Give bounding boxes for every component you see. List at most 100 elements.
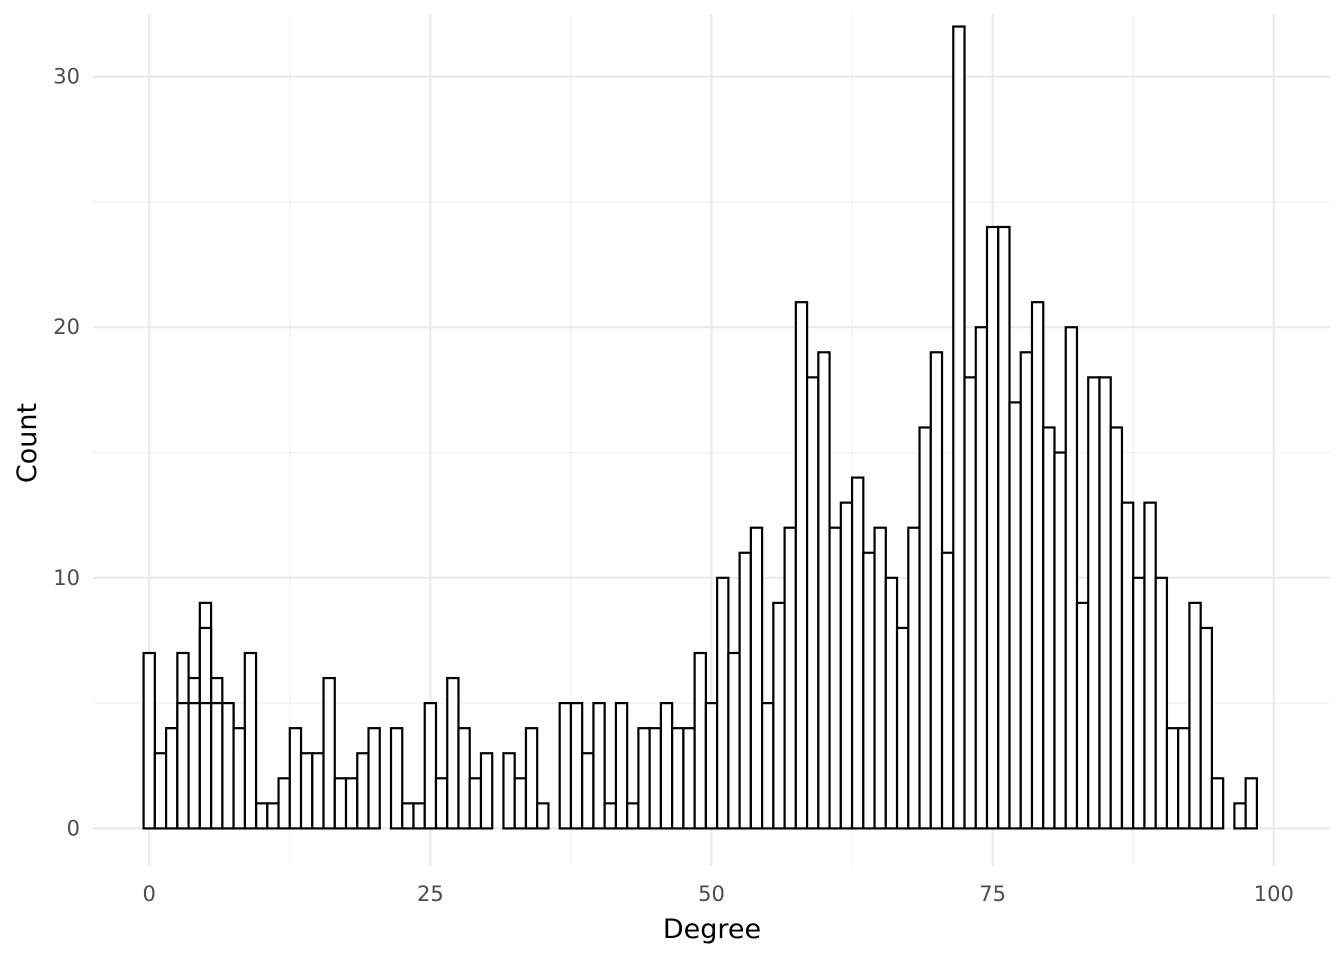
histogram-bar bbox=[322, 676, 336, 830]
histogram-bar bbox=[1064, 326, 1079, 830]
y-tick-label: 20 bbox=[53, 315, 80, 339]
histogram-bar bbox=[1109, 426, 1124, 830]
histogram-bar bbox=[805, 376, 820, 830]
histogram-bar bbox=[783, 526, 797, 830]
histogram-bar bbox=[1244, 777, 1259, 830]
y-tick-label: 30 bbox=[53, 65, 80, 89]
histogram-bar bbox=[940, 551, 955, 830]
histogram-bar bbox=[1132, 576, 1146, 830]
histogram-bar bbox=[772, 601, 786, 830]
histogram-bar bbox=[1075, 601, 1090, 830]
histogram-bar bbox=[862, 551, 876, 830]
histogram-bar bbox=[1120, 501, 1135, 830]
histogram-bar bbox=[164, 727, 179, 830]
histogram-bar bbox=[985, 225, 1000, 830]
histogram-bar bbox=[209, 702, 224, 830]
histogram-bar bbox=[997, 225, 1011, 830]
y-axis-title: Count bbox=[12, 403, 43, 483]
histogram-bar bbox=[558, 702, 573, 830]
histogram-bar bbox=[614, 702, 629, 830]
x-axis-title: Degree bbox=[663, 914, 761, 945]
histogram-bar bbox=[254, 802, 269, 830]
histogram-bar bbox=[704, 702, 719, 830]
tick-labels: 0 25 50 75 100 0 10 20 30 bbox=[53, 65, 1294, 906]
histogram-bar bbox=[333, 777, 348, 830]
histogram-bar bbox=[727, 651, 741, 830]
histogram-bar bbox=[1154, 576, 1169, 830]
x-tick-label: 100 bbox=[1254, 882, 1294, 906]
histogram-bar bbox=[637, 727, 651, 830]
histogram-bar bbox=[716, 576, 730, 830]
histogram-bar bbox=[502, 752, 516, 830]
histogram-bar bbox=[142, 651, 156, 830]
histogram-bar bbox=[626, 802, 640, 830]
histogram-bar bbox=[1030, 301, 1045, 830]
histogram-bar bbox=[1165, 727, 1180, 830]
histogram-bar bbox=[1042, 426, 1056, 830]
histogram-bar bbox=[682, 727, 696, 830]
histogram-bar bbox=[299, 752, 314, 830]
histogram-bar bbox=[434, 777, 449, 830]
histogram-bar bbox=[895, 626, 910, 830]
histogram-bar bbox=[659, 702, 674, 830]
histogram-bar bbox=[468, 777, 483, 830]
histogram-bar bbox=[176, 702, 190, 830]
histogram-bar bbox=[153, 752, 168, 830]
histogram-bar bbox=[243, 651, 258, 830]
histogram-bar bbox=[479, 752, 494, 830]
bars bbox=[142, 25, 1259, 830]
histogram-bar bbox=[1053, 451, 1067, 830]
histogram-bar bbox=[581, 752, 595, 830]
histogram-bar bbox=[974, 326, 989, 830]
histogram-bar bbox=[356, 752, 370, 830]
histogram-bar bbox=[1177, 727, 1191, 830]
x-tick-label: 75 bbox=[979, 882, 1006, 906]
histogram-bar bbox=[1188, 601, 1202, 830]
histogram-bar bbox=[1019, 351, 1034, 830]
histogram-bar bbox=[873, 526, 887, 830]
histogram-bar bbox=[277, 777, 291, 830]
histogram-bar bbox=[839, 501, 854, 830]
histogram-bar bbox=[423, 702, 438, 830]
histogram-bar bbox=[198, 702, 213, 830]
y-tick-label: 10 bbox=[53, 566, 80, 590]
histogram-bar bbox=[907, 526, 921, 830]
histogram-bar bbox=[761, 702, 775, 830]
histogram-bar bbox=[412, 802, 426, 830]
histogram-bar bbox=[513, 777, 528, 830]
histogram-bar bbox=[884, 576, 899, 830]
histogram-bar bbox=[221, 702, 235, 830]
histogram-bar bbox=[446, 676, 460, 830]
x-tick-label: 25 bbox=[417, 882, 444, 906]
histogram-bar bbox=[738, 551, 752, 830]
histogram-bar bbox=[311, 752, 325, 830]
histogram-bar bbox=[401, 802, 415, 830]
histogram-bar bbox=[794, 301, 809, 830]
histogram-bar bbox=[457, 727, 471, 830]
histogram-bar bbox=[344, 777, 359, 830]
y-tick-label: 0 bbox=[67, 816, 80, 840]
histogram-bar bbox=[1210, 777, 1225, 830]
histogram-bar bbox=[1098, 376, 1112, 830]
histogram-bar bbox=[817, 351, 831, 830]
histogram-bar bbox=[850, 476, 865, 830]
histogram-bar bbox=[569, 702, 584, 830]
histogram-bar bbox=[749, 526, 764, 830]
histogram-bar bbox=[828, 526, 842, 830]
x-tick-label: 0 bbox=[143, 882, 156, 906]
histogram-bar bbox=[288, 727, 303, 830]
histogram-bar bbox=[524, 727, 539, 830]
histogram-bar bbox=[1087, 376, 1101, 830]
histogram-bar bbox=[963, 376, 977, 830]
histogram-bar bbox=[1199, 626, 1214, 830]
histogram-bar bbox=[266, 802, 280, 830]
histogram-bar bbox=[367, 727, 381, 830]
histogram-bar bbox=[603, 802, 618, 830]
histogram-bar bbox=[536, 802, 550, 830]
histogram-bar bbox=[1233, 802, 1247, 830]
histogram-bar bbox=[671, 727, 685, 830]
histogram-bar bbox=[929, 351, 944, 830]
histogram-bar bbox=[232, 727, 246, 830]
x-tick-label: 50 bbox=[698, 882, 725, 906]
